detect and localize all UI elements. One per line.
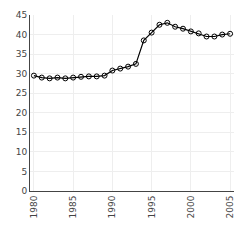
svg-text:40: 40 bbox=[16, 30, 28, 40]
svg-text:20: 20 bbox=[16, 108, 28, 118]
svg-text:35: 35 bbox=[16, 49, 27, 59]
svg-text:1980: 1980 bbox=[29, 195, 39, 218]
svg-text:15: 15 bbox=[16, 127, 27, 137]
svg-text:2005: 2005 bbox=[225, 196, 235, 219]
svg-text:1990: 1990 bbox=[107, 195, 117, 218]
svg-text:25: 25 bbox=[16, 88, 27, 98]
svg-text:45: 45 bbox=[16, 10, 27, 20]
svg-text:10: 10 bbox=[16, 147, 28, 157]
svg-text:2000: 2000 bbox=[186, 195, 196, 218]
svg-text:5: 5 bbox=[21, 167, 27, 177]
svg-text:0: 0 bbox=[21, 186, 27, 196]
svg-text:1995: 1995 bbox=[147, 196, 157, 219]
svg-text:1985: 1985 bbox=[68, 196, 78, 219]
svg-text:30: 30 bbox=[16, 69, 28, 79]
